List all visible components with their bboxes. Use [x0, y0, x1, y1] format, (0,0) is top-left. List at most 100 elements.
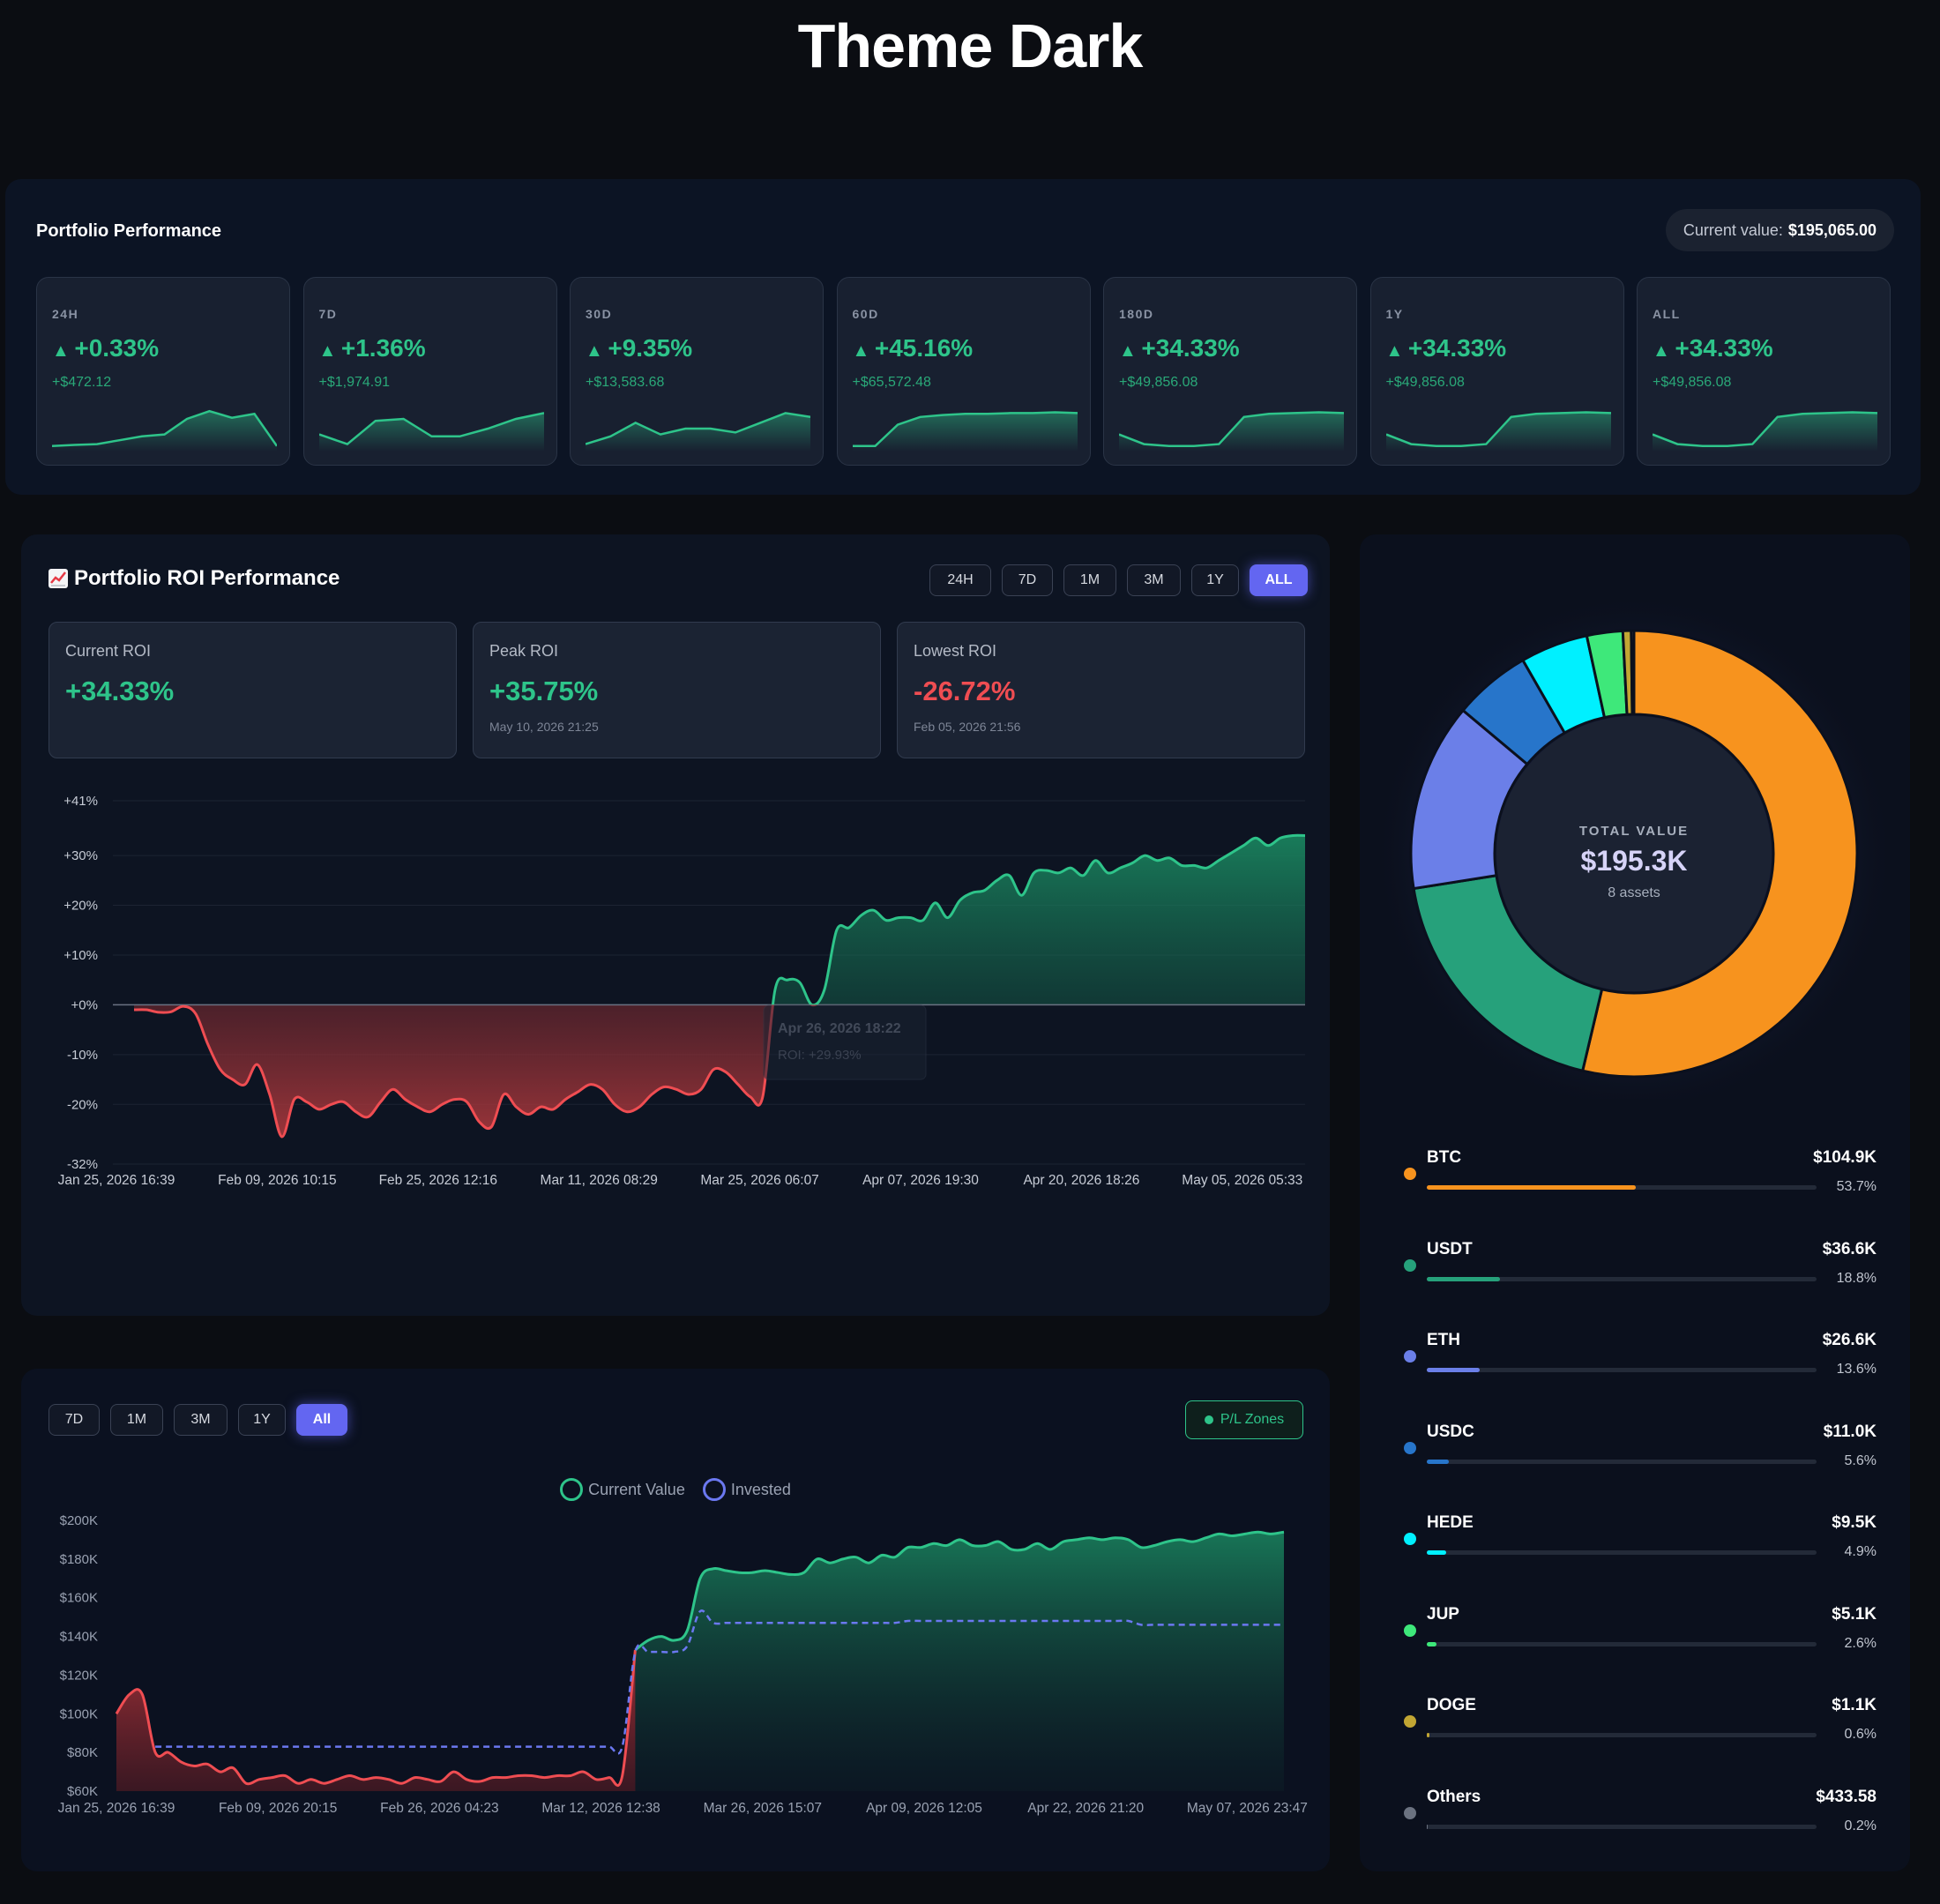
period-card-180d[interactable]: 180D ▲ +34.33% +$49,856.08 [1103, 277, 1357, 466]
asset-row-others[interactable]: Others $433.58 0.2% [1404, 1788, 1877, 1853]
value-x-tick: Jan 25, 2026 16:39 [58, 1801, 175, 1816]
asset-value: $433.58 [1816, 1787, 1877, 1806]
allocation-donut: TOTAL VALUE $195.3K 8 assets [1377, 594, 1894, 1099]
roi-y-tick: +41% [63, 794, 98, 809]
value-chart-legend: Current Value Invested [21, 1478, 1330, 1501]
value-line-loss [115, 1649, 637, 1788]
value-y-tick: $100K [60, 1706, 98, 1721]
performance-title: Portfolio Performance [36, 221, 222, 241]
asset-progress-track [1427, 1824, 1817, 1829]
stat-label: Current ROI [65, 642, 152, 660]
roi-range-7d[interactable]: 7D [1002, 564, 1053, 596]
asset-color-dot [1404, 1624, 1416, 1637]
period-pct: ▲ +45.16% [853, 334, 974, 362]
roi-performance-panel: Portfolio ROI Performance 24H 7D 1M 3M 1Y ALL… [21, 534, 1330, 1316]
asset-progress-track [1427, 1368, 1817, 1372]
asset-row-hede[interactable]: HEDE $9.5K 4.9% [1404, 1513, 1877, 1579]
period-card-7d[interactable]: 7D ▲ +1.36% +$1,974.91 [302, 277, 557, 466]
roi-x-tick: Feb 09, 2026 10:15 [218, 1173, 336, 1188]
roi-range-all[interactable]: ALL [1250, 564, 1308, 596]
period-sparkline [1119, 411, 1344, 452]
donut-slice-others[interactable] [1630, 629, 1636, 716]
period-label: 24H [52, 307, 79, 321]
sparkline-line [852, 411, 1078, 448]
asset-value: $104.9K [1813, 1148, 1877, 1167]
asset-color-dot [1404, 1441, 1416, 1454]
asset-progress-fill [1427, 1276, 1501, 1281]
pl-zones-dot [1204, 1415, 1213, 1424]
period-sparkline [1385, 411, 1611, 452]
legend-current-value[interactable]: Current Value [560, 1478, 685, 1501]
asset-progress-fill [1427, 1459, 1449, 1464]
stat-date: Feb 05, 2026 21:56 [914, 720, 1021, 734]
period-sparkline [52, 409, 277, 452]
asset-row-eth[interactable]: ETH $26.6K 13.6% [1404, 1331, 1877, 1396]
legend-invested[interactable]: Invested [702, 1478, 791, 1501]
value-range-1y[interactable]: 1Y [238, 1404, 286, 1436]
period-card-all[interactable]: ALL ▲ +34.33% +$49,856.08 [1637, 277, 1891, 466]
period-usd: +$472.12 [52, 375, 112, 390]
value-range-3m[interactable]: 3M [174, 1404, 228, 1436]
asset-name: HEDE [1427, 1513, 1474, 1532]
asset-name: DOGE [1427, 1696, 1476, 1714]
asset-row-doge[interactable]: DOGE $1.1K 0.6% [1404, 1696, 1877, 1761]
value-chart-panel: 7D 1M 3M 1Y All P/L Zones Current Value Inve… [21, 1369, 1330, 1871]
roi-tooltip-box [763, 1004, 927, 1080]
roi-range-1y[interactable]: 1Y [1191, 564, 1239, 596]
asset-progress-fill [1427, 1550, 1446, 1555]
asset-color-dot [1404, 1806, 1416, 1819]
stat-value: -26.72% [914, 676, 1016, 706]
roi-x-tick: Apr 07, 2026 19:30 [862, 1173, 979, 1188]
period-pct-value: +34.33% [1675, 334, 1773, 362]
period-label: 30D [586, 307, 613, 321]
donut-slice-usdt[interactable] [1412, 874, 1604, 1073]
sparkline-line [586, 412, 810, 445]
roi-tooltip: Apr 26, 2026 18:22 ROI: +29.93% [763, 1004, 927, 1080]
asset-value: $36.6K [1822, 1239, 1877, 1258]
donut-slice-btc[interactable] [1580, 629, 1859, 1079]
period-card-24h[interactable]: 24H ▲ +0.33% +$472.12 [36, 277, 290, 466]
roi-y-tick: +30% [63, 848, 98, 863]
asset-value: $9.5K [1832, 1513, 1877, 1532]
roi-y-tick: -32% [67, 1157, 98, 1172]
sparkline-area [318, 413, 544, 452]
asset-row-usdt[interactable]: USDT $36.6K 18.8% [1404, 1240, 1877, 1305]
roi-y-tick: -10% [67, 1048, 98, 1063]
pl-zones-label: P/L Zones [1220, 1412, 1285, 1427]
sparkline-line [1119, 411, 1344, 448]
value-range-7d[interactable]: 7D [48, 1404, 100, 1436]
period-sparkline [852, 411, 1078, 452]
asset-row-btc[interactable]: BTC $104.9K 53.7% [1404, 1148, 1877, 1213]
sparkline-line [1385, 411, 1611, 448]
period-pct: ▲ +9.35% [586, 334, 692, 362]
roi-x-tick: Feb 25, 2026 12:16 [379, 1173, 497, 1188]
roi-range-3m[interactable]: 3M [1127, 564, 1181, 596]
donut-center [1496, 716, 1772, 991]
asset-name: JUP [1427, 1604, 1459, 1624]
roi-tooltip-text: ROI: +29.93% [778, 1048, 862, 1063]
period-card-1y[interactable]: 1Y ▲ +34.33% +$49,856.08 [1369, 277, 1624, 466]
period-card-30d[interactable]: 30D ▲ +9.35% +$13,583.68 [570, 277, 824, 466]
roi-range-1m[interactable]: 1M [1063, 564, 1116, 596]
pl-zones-toggle[interactable]: P/L Zones [1185, 1400, 1303, 1439]
asset-name: USDT [1427, 1239, 1473, 1258]
period-label: ALL [1653, 307, 1681, 321]
value-y-tick: $80K [67, 1745, 98, 1760]
value-y-tick: $180K [60, 1552, 98, 1567]
sparkline-area [852, 412, 1078, 452]
asset-progress-fill [1427, 1733, 1429, 1737]
asset-color-dot [1404, 1350, 1416, 1363]
value-range-all[interactable]: All [296, 1404, 347, 1436]
asset-row-usdc[interactable]: USDC $11.0K 5.6% [1404, 1422, 1877, 1488]
asset-name: USDC [1427, 1422, 1474, 1441]
roi-y-tick: +0% [71, 997, 98, 1012]
period-card-60d[interactable]: 60D ▲ +45.16% +$65,572.48 [836, 277, 1091, 466]
asset-progress-fill [1427, 1185, 1637, 1190]
value-range-1m[interactable]: 1M [110, 1404, 163, 1436]
roi-range-24h[interactable]: 24H [929, 564, 991, 596]
value-area-loss [116, 1649, 636, 1791]
asset-row-jup[interactable]: JUP $5.1K 2.6% [1404, 1605, 1877, 1670]
asset-name: BTC [1427, 1148, 1462, 1167]
current-value-amount: $195,065.00 [1787, 220, 1877, 239]
asset-progress-track [1427, 1459, 1817, 1464]
